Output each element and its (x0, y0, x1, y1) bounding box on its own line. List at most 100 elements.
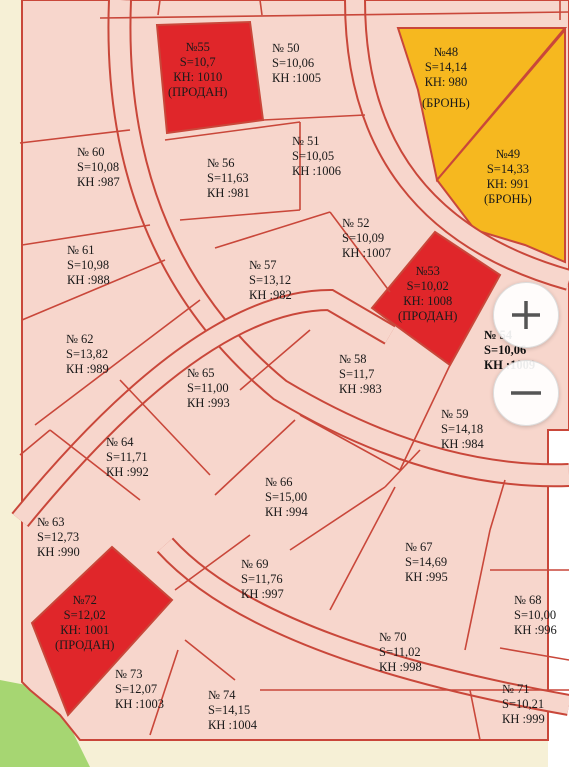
plot-number: № 74 (208, 688, 236, 702)
plot-number: № 58 (339, 352, 367, 366)
plot-65-label[interactable]: № 65 S=11,00 КН :993 (187, 366, 230, 411)
plot-number: № 73 (115, 667, 143, 681)
plot-cadastral: КН :1005 (272, 71, 321, 85)
plot-number: № 71 (502, 682, 530, 696)
plot-cadastral: КН: 980 (424, 75, 468, 89)
plot-cadastral: КН :989 (66, 362, 109, 376)
plot-number: №53 (415, 264, 440, 278)
plot-cadastral: КН :984 (441, 437, 484, 451)
plot-cadastral: КН :998 (379, 660, 422, 674)
plot-cadastral: КН :1007 (342, 246, 391, 260)
plot-area: S=10,06 (272, 56, 315, 70)
plot-area: S=10,02 (406, 279, 449, 293)
plot-number: № 64 (106, 435, 134, 449)
plot-cadastral: КН :981 (207, 186, 250, 200)
plot-67-label[interactable]: № 67 S=14,69 КН :995 (405, 540, 448, 585)
plot-area: S=10,00 (514, 608, 557, 622)
plot-cadastral: КН :992 (106, 465, 149, 479)
plot-cadastral: КН :996 (514, 623, 557, 637)
plot-status: (ПРОДАН) (398, 309, 458, 323)
plot-area: S=12,02 (63, 608, 106, 622)
green-area (0, 680, 90, 767)
plot-area: S=14,69 (405, 555, 448, 569)
minus-icon (511, 391, 541, 395)
plot-53-area[interactable] (370, 230, 502, 367)
plot-number: №55 (185, 40, 210, 54)
plot-area: S=11,63 (207, 171, 249, 185)
plot-number: № 60 (77, 145, 105, 159)
plot-69-label[interactable]: № 69 S=11,76 КН :997 (241, 557, 284, 602)
plot-58-label[interactable]: № 58 S=11,7 КН :983 (339, 352, 382, 397)
plot-cadastral: КН: 1001 (60, 623, 110, 637)
plot-number: №49 (495, 147, 521, 161)
plot-number: № 59 (441, 407, 469, 421)
plot-area: S=10,21 (502, 697, 545, 711)
plot-area: S=14,15 (208, 703, 251, 717)
plot-area: S=14,14 (424, 60, 467, 74)
plot-area: S=11,71 (106, 450, 148, 464)
plot-62-label[interactable]: № 62 S=13,82 КН :989 (66, 332, 109, 377)
plot-cadastral: КН :995 (405, 570, 448, 584)
plot-59-label[interactable]: № 59 S=14,18 КН :984 (441, 407, 484, 452)
plot-63-label[interactable]: № 63 S=12,73 КН :990 (37, 515, 80, 560)
plot-73-label[interactable]: № 73 S=12,07 КН :1003 (115, 667, 164, 712)
plot-61-label[interactable]: № 61 S=10,98 КН :988 (67, 243, 110, 288)
plot-number: № 66 (265, 475, 293, 489)
plot-cadastral: КН :1004 (208, 718, 257, 732)
plot-60-label[interactable]: № 60 S=10,08 КН :987 (77, 145, 120, 190)
plot-area: S=10,09 (342, 231, 385, 245)
plot-49-label[interactable]: №49 S=14,33 КН: 991 (БРОНЬ) (484, 147, 532, 207)
plot-70-label[interactable]: № 70 S=11,02 КН :998 (379, 630, 422, 675)
plot-53-label[interactable]: №53 S=10,02 КН: 1008 (ПРОДАН) (398, 264, 457, 324)
plot-area: S=12,73 (37, 530, 80, 544)
plot-status: (БРОНЬ) (422, 96, 470, 110)
plot-number: № 68 (514, 593, 542, 607)
plot-74-label[interactable]: № 74 S=14,15 КН :1004 (208, 688, 257, 733)
plot-status: (ПРОДАН) (168, 85, 228, 99)
plot-cadastral: КН :1003 (115, 697, 164, 711)
plot-number: №48 (433, 45, 459, 59)
plot-number: № 51 (292, 134, 320, 148)
plot-number: № 57 (249, 258, 277, 272)
plot-number: № 70 (379, 630, 407, 644)
plot-72-area[interactable] (30, 545, 174, 717)
plot-area: S=10,98 (67, 258, 110, 272)
plot-area: S=11,7 (339, 367, 375, 381)
plot-cadastral: КН :982 (249, 288, 292, 302)
plot-area: S=14,18 (441, 422, 484, 436)
plot-72-label[interactable]: №72 S=12,02 КН: 1001 (ПРОДАН) (55, 593, 114, 653)
plot-48-label[interactable]: №48 S=14,14 КН: 980 (БРОНЬ) (422, 45, 470, 111)
plot-cadastral: КН :987 (77, 175, 120, 189)
plot-68-label[interactable]: № 68 S=10,00 КН :996 (514, 593, 557, 638)
plot-66-label[interactable]: № 66 S=15,00 КН :994 (265, 475, 308, 520)
white-margin (548, 430, 569, 767)
plot-cadastral: КН :988 (67, 273, 110, 287)
plot-64-label[interactable]: № 64 S=11,71 КН :992 (106, 435, 149, 480)
zoom-out-button[interactable] (493, 360, 559, 426)
plot-number: № 62 (66, 332, 94, 346)
plot-49-area[interactable] (435, 27, 566, 264)
plus-icon (512, 301, 540, 329)
plot-cadastral: КН: 991 (486, 177, 530, 191)
plot-50-label[interactable]: № 50 S=10,06 КН :1005 (272, 41, 321, 86)
plot-area: S=15,00 (265, 490, 308, 504)
plot-cadastral: КН: 1010 (173, 70, 223, 84)
plot-55-label[interactable]: №55 S=10,7 КН: 1010 (ПРОДАН) (168, 40, 227, 100)
plot-area: S=11,00 (187, 381, 229, 395)
plot-cadastral: КН: 1008 (403, 294, 453, 308)
plot-52-label[interactable]: № 52 S=10,09 КН :1007 (342, 216, 391, 261)
plot-71-label[interactable]: № 71 S=10,21 КН :999 (502, 682, 545, 727)
plot-51-label[interactable]: № 51 S=10,05 КН :1006 (292, 134, 341, 179)
plot-status: (ПРОДАН) (55, 638, 115, 652)
plot-boundaries (19, 0, 569, 741)
plot-57-label[interactable]: № 57 S=13,12 КН :982 (249, 258, 292, 303)
plot-cadastral: КН :997 (241, 587, 284, 601)
plot-cadastral: КН :993 (187, 396, 230, 410)
plot-area: S=12,07 (115, 682, 158, 696)
plot-number: № 52 (342, 216, 370, 230)
plot-56-label[interactable]: № 56 S=11,63 КН :981 (207, 156, 250, 201)
plot-area: S=14,33 (486, 162, 529, 176)
zoom-in-button[interactable] (493, 282, 559, 348)
plot-number: № 69 (241, 557, 269, 571)
